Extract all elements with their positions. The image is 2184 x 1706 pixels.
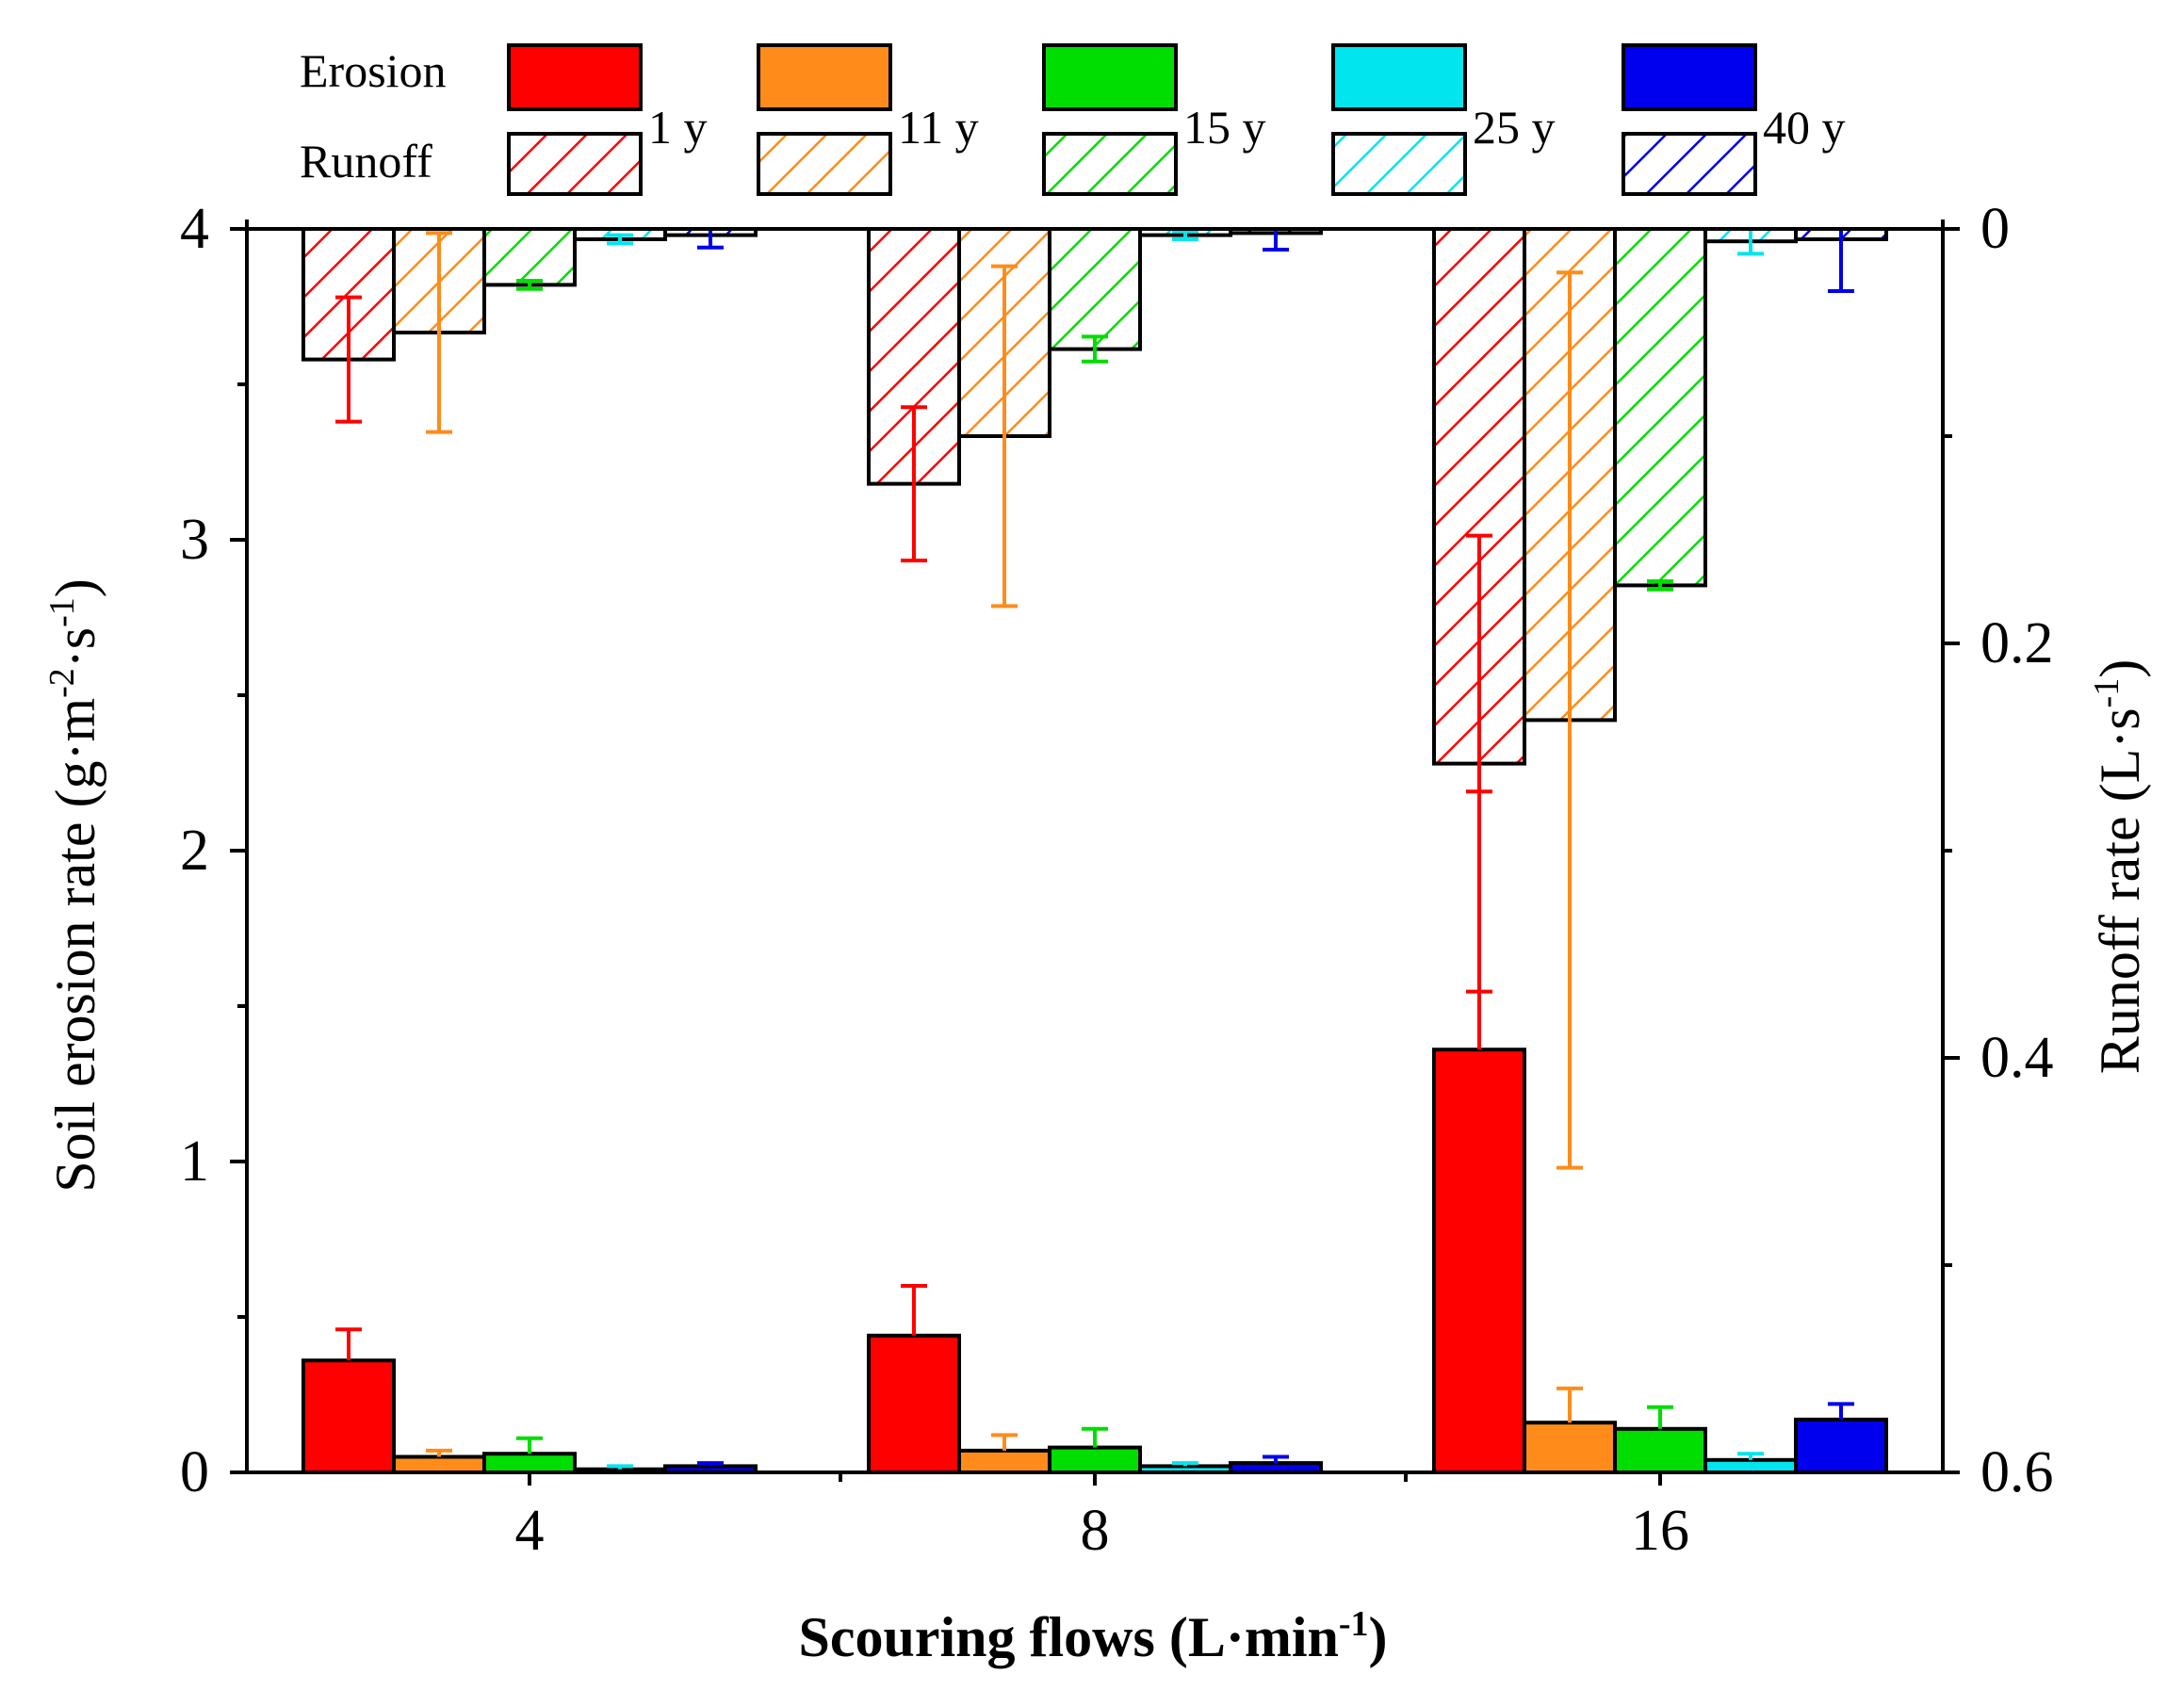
legend-series-label: 1 y xyxy=(648,101,708,154)
y-axis-title-sup2: -1 xyxy=(42,597,82,627)
axes: 0 1 2 3 4 0 0.2 0.4 0.6 4 8 16 xyxy=(180,197,2054,1563)
runoff-bar xyxy=(482,227,577,287)
y-tick-label: 3 xyxy=(180,508,209,572)
erosion-bar xyxy=(1613,1426,1707,1475)
y-tick-label: 2 xyxy=(180,819,209,883)
y-tick-label: 1 xyxy=(180,1129,209,1194)
legend-swatch-erosion xyxy=(757,43,892,111)
y-tick-label: 4 xyxy=(180,197,209,261)
y-tick-label: 0 xyxy=(180,1440,209,1504)
legend: Erosion Runoff 1 y 11 y 15 y 25 y 40 y xyxy=(300,43,1846,196)
y2-axis-title-close: ) xyxy=(2089,659,2151,678)
x-tick-label: 16 xyxy=(1631,1499,1689,1563)
erosion-bar xyxy=(957,1448,1051,1475)
legend-swatch-runoff xyxy=(507,132,643,196)
erosion-bar xyxy=(482,1452,577,1474)
y2-axis-title: Runoff rate (L·s-1) xyxy=(2087,659,2151,1074)
erosion-bar xyxy=(1523,1421,1617,1474)
x-tick-label: 4 xyxy=(515,1499,545,1563)
x-axis-title-main: Scouring flows (L·min xyxy=(798,1606,1338,1668)
y2-tick-label: 0.6 xyxy=(1980,1440,2054,1504)
legend-row-label-runoff: Runoff xyxy=(300,135,432,187)
erosion-bar xyxy=(392,1454,486,1474)
y-axis-title-mid: ·s xyxy=(44,627,106,668)
legend-row-label-erosion: Erosion xyxy=(300,44,447,97)
runoff-bar xyxy=(1048,227,1142,351)
erosion-bar xyxy=(1794,1417,1888,1475)
erosion-bar xyxy=(302,1358,396,1474)
legend-swatch-erosion xyxy=(507,43,643,111)
y2-tick-label: 0.2 xyxy=(1980,611,2054,675)
y2-tick-label: 0.4 xyxy=(1980,1026,2054,1090)
y2-axis-title-main: Runoff rate (L·s xyxy=(2089,707,2151,1074)
erosion-bar xyxy=(1048,1445,1142,1474)
legend-swatch-runoff xyxy=(757,132,892,196)
legend-series-label: 25 y xyxy=(1473,101,1556,154)
runoff-bar xyxy=(1613,227,1707,588)
y-axis-title-close: ) xyxy=(44,578,106,597)
legend-swatch-runoff xyxy=(1622,132,1757,196)
legend-swatch-erosion xyxy=(1042,43,1178,111)
legend-series-label: 15 y xyxy=(1183,101,1266,154)
y2-tick-label: 0 xyxy=(1980,197,2010,261)
x-axis-title: Scouring flows (L·min-1) xyxy=(798,1604,1387,1668)
legend-swatch-erosion xyxy=(1331,43,1467,111)
x-axis-title-sup: -1 xyxy=(1339,1604,1369,1644)
legend-swatch-runoff xyxy=(1042,132,1178,196)
y2-axis-title-sup: -1 xyxy=(2087,678,2127,708)
x-axis-title-close: ) xyxy=(1369,1606,1388,1668)
plot-marks xyxy=(302,227,1888,1475)
erosion-bar xyxy=(867,1333,961,1475)
erosion-bar xyxy=(1432,1048,1526,1474)
y-axis-title-sup1: -2 xyxy=(42,668,82,698)
legend-swatch-runoff xyxy=(1331,132,1467,196)
y-axis-title-main: Soil erosion rate (g·m xyxy=(44,698,106,1193)
x-tick-label: 8 xyxy=(1081,1499,1110,1563)
y-axis-title: Soil erosion rate (g·m-2·s-1) xyxy=(42,578,106,1193)
legend-series-label: 11 y xyxy=(898,101,979,154)
legend-swatch-erosion xyxy=(1622,43,1757,111)
legend-series-label: 40 y xyxy=(1763,101,1846,154)
